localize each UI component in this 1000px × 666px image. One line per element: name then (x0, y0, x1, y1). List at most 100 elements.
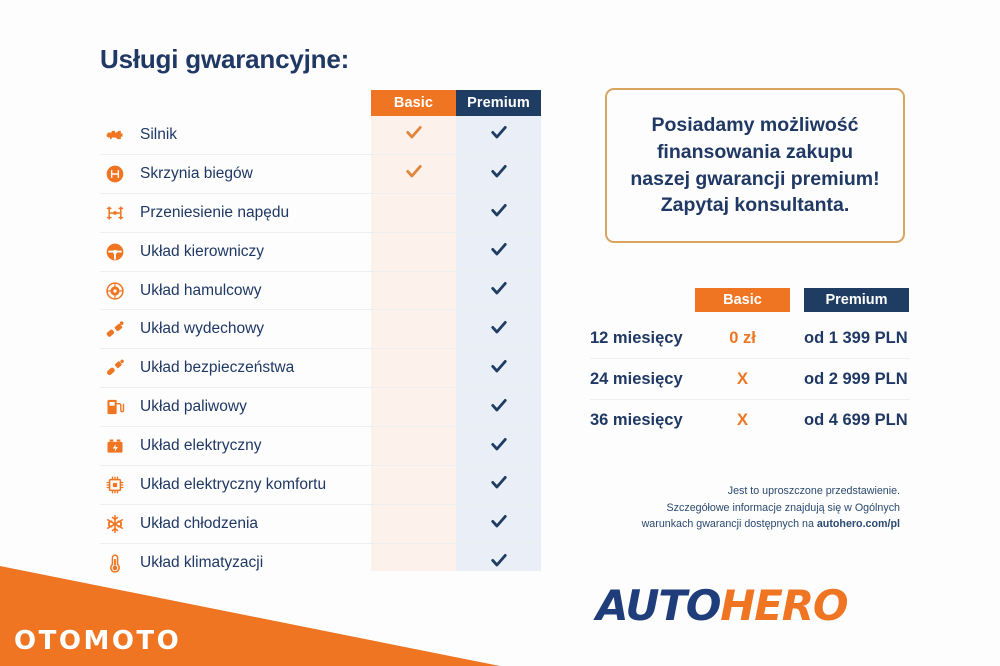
pricing-row: 12 miesięcy 0 zł od 1 399 PLN (590, 318, 910, 359)
check-icon (489, 472, 509, 497)
cell-basic (371, 233, 456, 271)
check-icon (489, 395, 509, 420)
service-label: Układ elektryczny (140, 437, 262, 455)
battery-icon (100, 433, 130, 459)
basic-column-background (371, 116, 456, 571)
drivetrain-icon (100, 200, 130, 226)
cell-basic (371, 505, 456, 543)
autohero-logo-auto: AUTO (596, 581, 721, 630)
pricing-premium-value: od 4 699 PLN (804, 410, 908, 429)
service-label: Silnik (140, 125, 178, 143)
cell-basic (371, 272, 456, 310)
promo-line-4: Zapytaj konsultanta. (660, 194, 850, 217)
check-icon (489, 200, 509, 225)
table-row: Układ chłodzenia (100, 503, 541, 543)
cell-premium (456, 155, 541, 193)
page-title: Usługi gwarancyjne: (100, 44, 350, 74)
pricing-period: 12 miesięcy (590, 328, 683, 347)
cell-basic (371, 388, 456, 426)
pricing-header-row: Basic Premium (590, 288, 910, 312)
cell-premium (456, 194, 541, 232)
thermometer-icon (100, 550, 130, 576)
premium-column-background (456, 116, 541, 571)
pricing-period: 36 miesięcy (590, 410, 683, 429)
pricing-header-spacer (590, 288, 695, 312)
disclaimer-website-link[interactable]: autohero.com/pl (816, 518, 900, 531)
service-label: Układ klimatyzacji (140, 553, 264, 571)
table-row: Układ wydechowy (100, 309, 541, 348)
check-icon (404, 161, 424, 186)
service-label: Układ paliwowy (140, 398, 247, 416)
table-row: Przeniesienie napędu (100, 192, 541, 232)
snowflake-icon (100, 511, 130, 537)
cell-basic (371, 466, 456, 504)
cell-premium (456, 233, 541, 271)
check-icon (489, 161, 509, 186)
check-icon (489, 122, 509, 147)
pricing-basic-value: 0 zł (729, 328, 756, 347)
promo-line-3: naszej gwarancji premium! (630, 167, 880, 190)
pricing-header-premium: Premium (804, 288, 909, 312)
services-panel: Usługi gwarancyjne: (100, 45, 560, 96)
service-label: Przeniesienie napędu (140, 203, 290, 221)
table-row: Układ elektryczny (100, 426, 541, 465)
otomoto-logo: OTOMOTO (14, 626, 182, 656)
footer-orange-diagonal (0, 566, 500, 666)
service-label: Układ kierowniczy (140, 242, 265, 260)
cell-basic (371, 155, 456, 193)
cell-basic (371, 349, 456, 387)
check-icon (489, 239, 509, 264)
cell-premium (456, 544, 541, 582)
pricing-period: 24 miesięcy (590, 369, 683, 388)
service-label: Układ hamulcowy (140, 281, 262, 299)
autohero-logo: AUTOHERO (596, 585, 849, 627)
steering-wheel-icon (100, 239, 130, 265)
pricing-header-basic: Basic (695, 288, 790, 312)
services-column-headers: Basic Premium (371, 90, 541, 116)
promo-line-1: Posiadamy możliwość (651, 114, 859, 137)
table-row: Skrzynia biegów (100, 153, 541, 193)
pricing-premium-value: od 1 399 PLN (804, 328, 908, 347)
cell-premium (456, 310, 541, 348)
table-row: Układ elektryczny komfortu (100, 465, 541, 504)
gearbox-icon (100, 161, 130, 187)
table-row: Układ klimatyzacji (100, 542, 541, 582)
service-label: Skrzynia biegów (140, 164, 253, 182)
cell-premium (456, 505, 541, 543)
pricing-basic-value: X (736, 369, 748, 388)
disclaimer-line-2: Szczegółowe informacje znajdują się w Og… (666, 501, 900, 514)
engine-icon (100, 122, 130, 148)
table-row: Układ hamulcowy (100, 270, 541, 310)
exhaust-icon (100, 316, 130, 342)
pricing-basic-value: X (736, 410, 748, 429)
cell-premium (456, 116, 541, 154)
cell-basic (371, 544, 456, 582)
check-icon (489, 317, 509, 342)
table-row: Silnik (100, 116, 541, 154)
disclaimer-line-3-prefix: warunkach gwarancji dostępnych na (641, 518, 817, 531)
table-row: Układ bezpieczeństwa (100, 348, 541, 387)
table-row: Układ paliwowy (100, 387, 541, 426)
check-icon (404, 122, 424, 147)
check-icon (489, 434, 509, 459)
column-header-premium: Premium (456, 90, 541, 116)
disclaimer-text: Jest to uproszczone przedstawienie. Szcz… (560, 483, 900, 533)
check-icon (489, 550, 509, 575)
cell-basic (371, 116, 456, 154)
table-row: Układ kierowniczy (100, 231, 541, 271)
cell-premium (456, 388, 541, 426)
services-table: Silnik Skrzynia biegów Przeniesienie napęd… (100, 116, 541, 582)
column-header-basic: Basic (371, 90, 456, 116)
service-label: Układ chłodzenia (140, 514, 259, 532)
seatbelt-icon (100, 355, 130, 381)
disclaimer-line-1: Jest to uproszczone przedstawienie. (727, 485, 900, 497)
service-label: Układ wydechowy (140, 320, 265, 338)
pricing-table: Basic Premium 12 miesięcy 0 zł od 1 399 PL… (590, 288, 910, 440)
autohero-logo-hero: HERO (720, 581, 848, 630)
financing-promo-text: Posiadamy możliwość finansowania zakupu … (620, 112, 889, 218)
financing-promo-box: Posiadamy możliwość finansowania zakupu … (605, 88, 905, 243)
